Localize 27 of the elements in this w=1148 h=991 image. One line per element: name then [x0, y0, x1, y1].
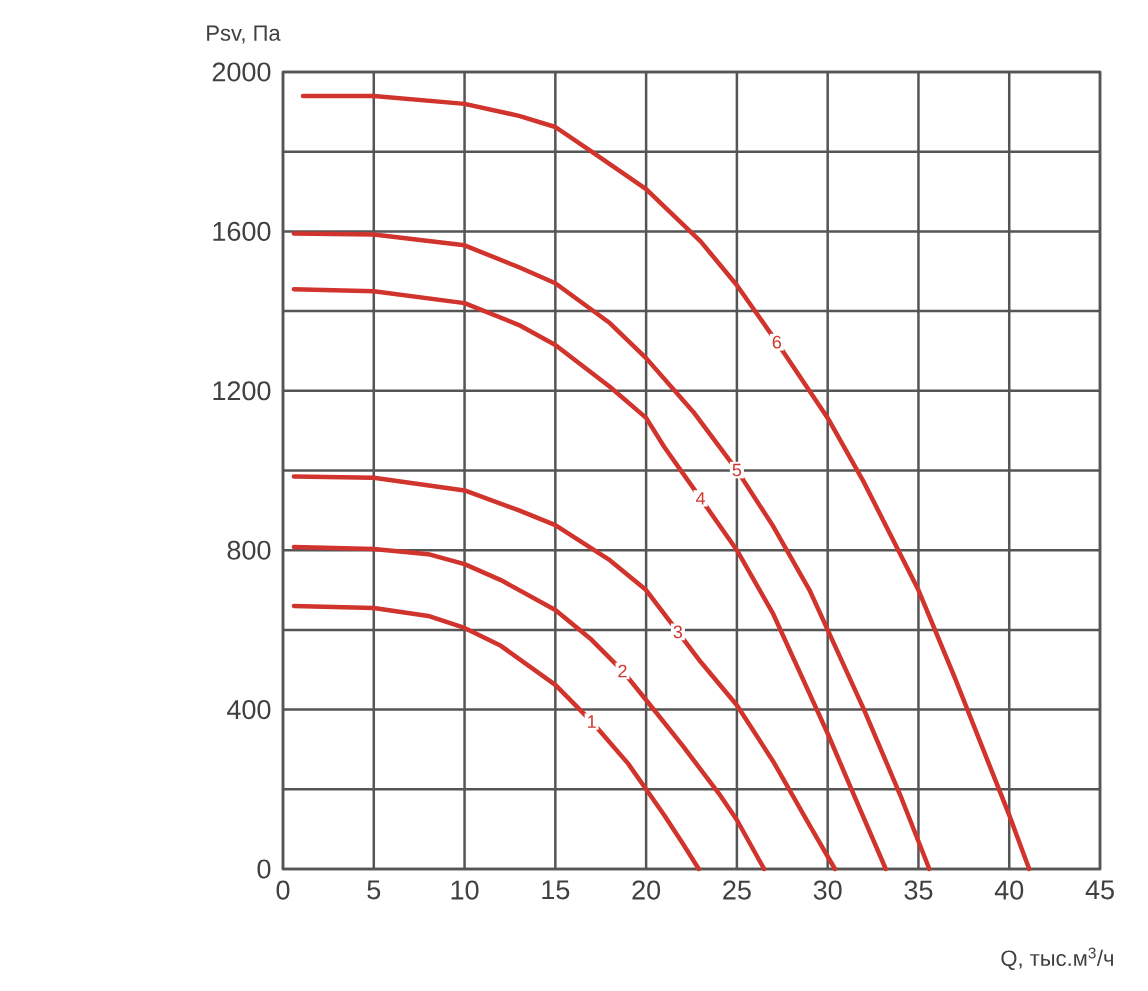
y-tick-label: 0 — [257, 859, 271, 879]
x-tick-label: 35 — [904, 880, 933, 900]
x-tick-label: 20 — [632, 880, 661, 900]
series-label: 6 — [772, 335, 782, 349]
x-tick-label: 45 — [1085, 880, 1114, 900]
y-tick-label: 1200 — [213, 381, 271, 401]
x-tick-label: 40 — [994, 880, 1024, 900]
x-tick-label: 30 — [813, 880, 842, 900]
series-label: 2 — [618, 664, 627, 678]
series-label: 1 — [588, 715, 596, 728]
y-tick-label: 800 — [227, 540, 271, 560]
line-series — [291, 603, 702, 872]
y-tick-label: 2000 — [212, 62, 271, 82]
y-axis-title: Psv, Па — [207, 25, 281, 44]
series-label: 5 — [732, 463, 742, 477]
line-series — [300, 93, 1032, 872]
x-tick-label: 25 — [723, 880, 751, 900]
line-series — [291, 544, 767, 872]
x-tick-label: 15 — [542, 880, 570, 900]
x-tick-label: 5 — [367, 880, 381, 900]
series-label: 4 — [695, 492, 706, 505]
x-tick-label: 10 — [451, 880, 479, 900]
y-tick-label: 400 — [227, 700, 271, 720]
x-axis-title: Q, тыс.м$^{3}$/ч — [1001, 947, 1113, 970]
series-label: 3 — [673, 625, 683, 639]
x-tick-label: 0 — [276, 880, 290, 900]
y-tick-label: 1600 — [213, 221, 271, 241]
